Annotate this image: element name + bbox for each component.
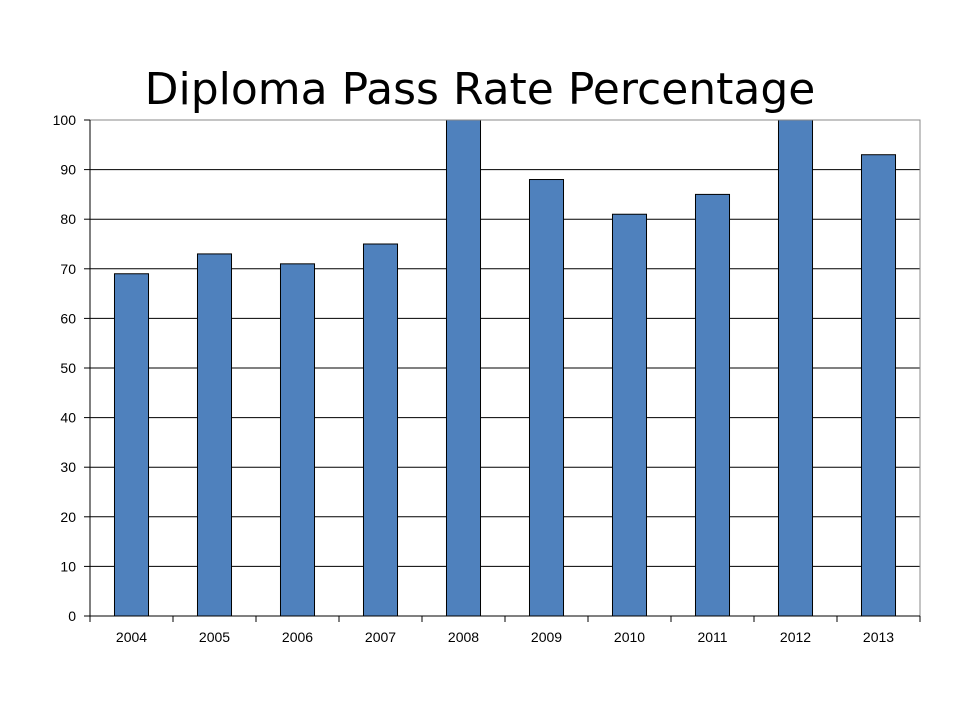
y-tick-label: 100 — [53, 112, 77, 128]
x-tick-label: 2004 — [116, 629, 147, 645]
bar-2009 — [528, 179, 565, 617]
bar-2007 — [362, 243, 399, 617]
x-tick-label: 2013 — [863, 629, 894, 645]
y-tick-label: 80 — [60, 211, 76, 227]
bar-2005 — [196, 253, 233, 617]
y-tick-label: 40 — [60, 410, 76, 426]
bar-2011 — [694, 193, 731, 617]
y-tick-label: 30 — [60, 459, 76, 475]
y-tick-label: 70 — [60, 261, 76, 277]
y-tick-label: 0 — [68, 608, 76, 624]
chart-title: Diploma Pass Rate Percentage — [144, 64, 816, 115]
bar-2013 — [860, 154, 897, 617]
x-tick-label: 2008 — [448, 629, 479, 645]
x-tick-labels: 2004 2005 2006 2007 2008 2009 2010 2011 2012 2013 — [116, 629, 894, 645]
bar-2008 — [445, 119, 482, 617]
y-tick-label: 90 — [60, 162, 76, 178]
axes — [84, 119, 921, 622]
bar-2006 — [279, 263, 316, 617]
x-tick-label: 2010 — [614, 629, 645, 645]
bar-2012 — [777, 119, 814, 617]
x-tick-label: 2007 — [365, 629, 396, 645]
x-tick-label: 2012 — [780, 629, 811, 645]
bar-2004 — [113, 273, 150, 617]
x-tick-label: 2009 — [531, 629, 562, 645]
x-tick-label: 2006 — [282, 629, 313, 645]
y-tick-label: 20 — [60, 509, 76, 525]
x-tick-label: 2005 — [199, 629, 230, 645]
x-tick-label: 2011 — [697, 629, 727, 645]
bar-2010 — [611, 213, 648, 617]
y-tick-labels: 0 10 20 30 40 50 60 70 80 90 100 — [53, 112, 77, 624]
y-tick-label: 10 — [60, 558, 76, 574]
y-tick-label: 60 — [60, 310, 76, 326]
y-tick-label: 50 — [60, 360, 76, 376]
